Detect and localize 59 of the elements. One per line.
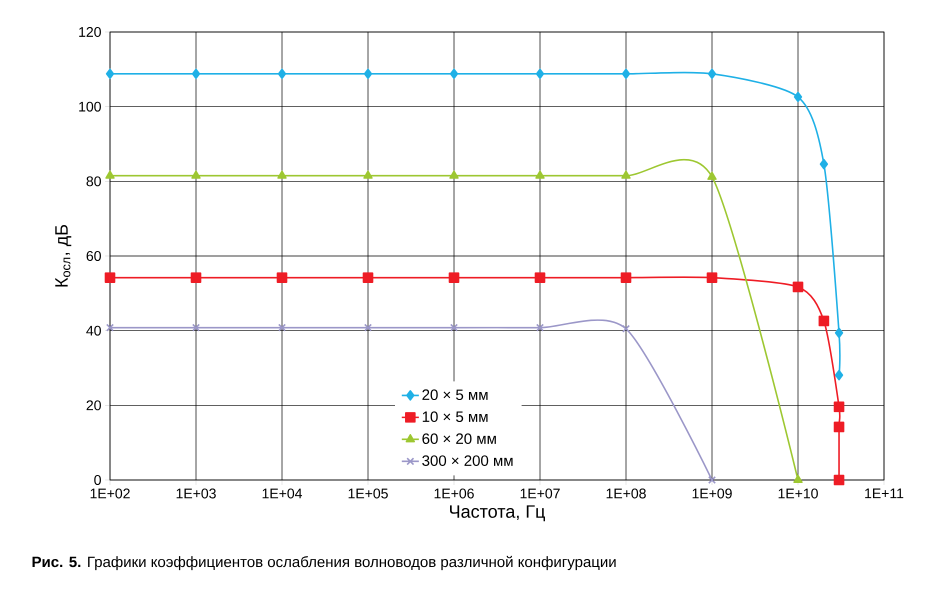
text: Рис. 5. Графики коэффициентов ослабления волноводов различной конфигурации: [32, 556, 616, 570]
point: [794, 92, 802, 102]
legend-label: 60 × 20 мм: [422, 433, 496, 444]
x-tick-label: 1E+04: [262, 488, 302, 498]
x-tick-label: 1E+11: [865, 488, 904, 498]
point: [278, 68, 286, 80]
x-tick-label: 1E+02: [90, 488, 130, 498]
x-tick-label: 1E+10: [778, 488, 818, 498]
point: [276, 272, 288, 283]
x-tick-label: 1E+06: [434, 488, 474, 498]
point: [106, 68, 114, 80]
point: [708, 476, 716, 484]
point: [707, 172, 717, 180]
point: [622, 324, 630, 333]
point: [706, 272, 718, 283]
y-tick-label: 20: [86, 400, 101, 410]
point: [106, 324, 114, 332]
x-tick-label: 1E+08: [606, 488, 646, 498]
y-tick-label: 0: [94, 475, 101, 485]
point: [364, 324, 372, 332]
point: [622, 68, 630, 80]
legend-label: 20 × 5 мм: [422, 389, 488, 400]
point: [362, 272, 374, 283]
point: [449, 170, 459, 179]
x-axis-title: Частота, Гц: [450, 505, 545, 522]
point: [190, 272, 202, 283]
point: [534, 272, 546, 283]
point: [708, 68, 716, 80]
y-tick-label: 120: [79, 27, 101, 37]
point: [363, 170, 373, 179]
point: [450, 324, 458, 332]
x-tick-label: 1E+03: [176, 488, 216, 498]
x-tick-label: 1E+07: [520, 488, 560, 498]
x-tick-label: 1E+09: [692, 488, 732, 498]
point: [620, 272, 632, 283]
point: [450, 68, 458, 80]
point: [104, 272, 116, 283]
point: [192, 324, 200, 332]
legend-label: 300 × 200 мм: [422, 455, 513, 466]
x-tick-label: 1E+05: [348, 488, 388, 498]
point: [792, 282, 804, 292]
point: [536, 324, 544, 332]
y-tick-label: 40: [86, 326, 101, 336]
point: [277, 170, 287, 179]
point: [105, 170, 115, 179]
point: [535, 170, 545, 179]
legend-label: 10 × 5 мм: [422, 411, 488, 422]
point: [364, 68, 372, 80]
point: [191, 170, 201, 179]
point: [793, 474, 803, 484]
y-tick-label: 80: [86, 176, 101, 186]
point: [621, 170, 631, 179]
point: [536, 68, 544, 80]
y-axis-title: К$_{осл}$, дБ: [55, 224, 72, 287]
point: [192, 68, 200, 80]
y-tick-label: 100: [79, 102, 101, 112]
point: [448, 272, 460, 283]
y-tick-label: 60: [86, 251, 101, 261]
point: [278, 324, 286, 332]
